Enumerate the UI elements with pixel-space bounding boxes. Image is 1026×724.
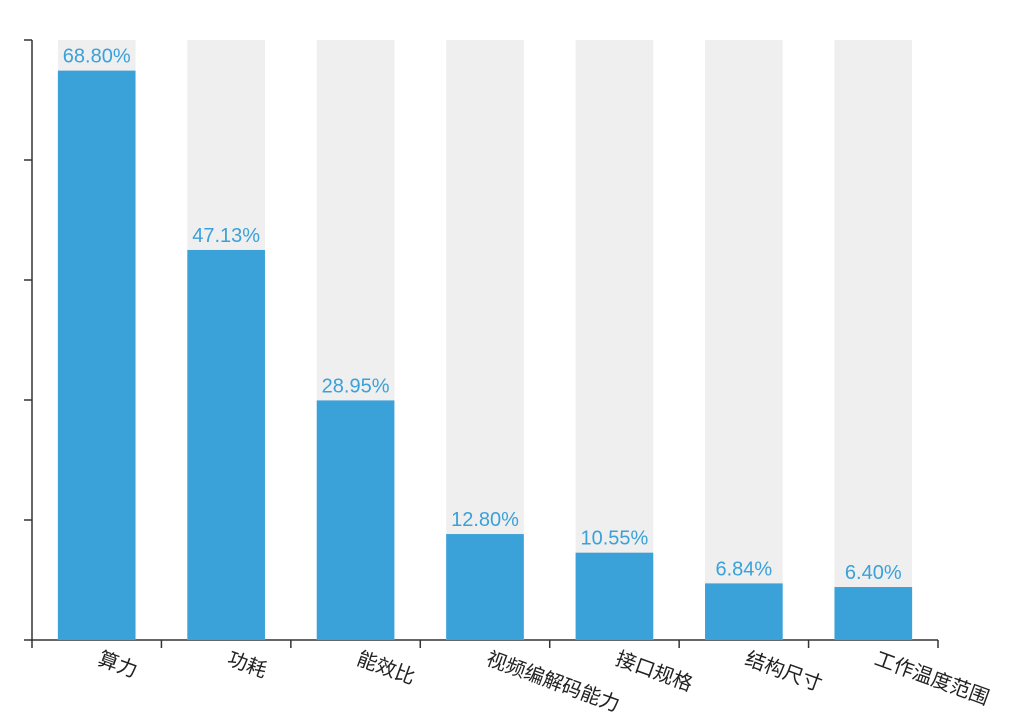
bar-background [575,40,654,640]
bar [187,249,265,640]
x-tick-label: 算力 [95,647,140,682]
value-label: 68.80% [63,46,131,68]
value-label: 28.95% [322,375,390,397]
x-tick-label: 能效比 [354,647,418,689]
bar-background [705,40,783,640]
bar [705,583,783,640]
value-label: 47.13% [192,225,260,247]
bar [57,70,136,641]
bar [575,552,654,640]
bar-background [834,40,913,640]
bar [316,400,395,640]
bar [834,587,913,640]
x-tick-label: 工作温度范围 [872,647,993,710]
x-tick-label: 功耗 [224,647,269,682]
bar [446,534,524,640]
x-tick-label: 结构尺寸 [742,647,825,696]
x-tick-label: 视频编解码能力 [483,647,622,716]
value-label: 12.80% [451,509,519,531]
value-label: 10.55% [581,528,649,550]
value-label: 6.84% [715,558,772,580]
value-label: 6.40% [845,562,902,584]
x-tick-label: 接口规格 [613,647,696,696]
